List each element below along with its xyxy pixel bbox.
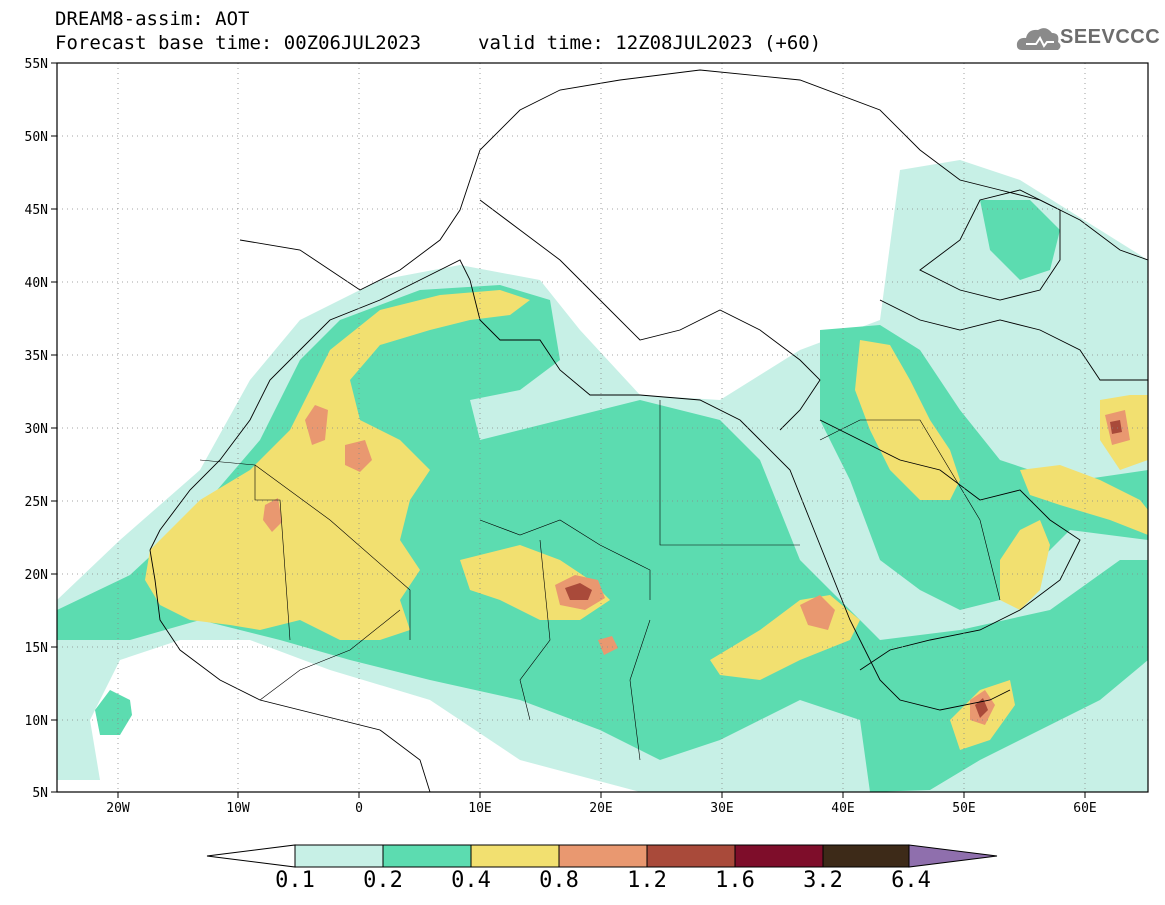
logo-text: SEEVCCC: [1060, 26, 1161, 48]
lat-label: 25N: [25, 495, 48, 510]
lon-label: 20E: [589, 801, 612, 816]
lon-label: 60E: [1073, 801, 1096, 816]
lat-label: 40N: [25, 276, 48, 291]
lat-label: 15N: [25, 641, 48, 656]
graticule: [57, 63, 1148, 792]
colorbar-segment: [470, 844, 560, 868]
lat-label: 20N: [25, 568, 48, 583]
cloud-logo-icon: [1016, 28, 1061, 50]
valid-time: valid time: 12Z08JUL2023 (+60): [478, 32, 822, 54]
country-borders: [199, 400, 1001, 761]
colorbar-label: 3.2: [803, 868, 843, 893]
lat-label: 55N: [25, 57, 48, 72]
lon-label: 0: [355, 801, 363, 816]
lat-label: 30N: [25, 422, 48, 437]
lon-label: 30E: [710, 801, 733, 816]
colorbar-label: 0.8: [539, 868, 579, 893]
colorbar-label: 0.1: [275, 868, 315, 893]
colorbar-segment: [646, 844, 736, 868]
axis-ticks: [51, 62, 1086, 798]
lat-label: 45N: [25, 203, 48, 218]
forecast-base-time: Forecast base time: 00Z06JUL2023: [55, 32, 422, 54]
colorbar-label: 0.4: [451, 868, 491, 893]
colorbar-low-arrow: [206, 844, 296, 868]
colorbar-segment: [294, 844, 384, 868]
colorbar-high-arrow: [908, 844, 998, 868]
lon-label: 10E: [468, 801, 491, 816]
colorbar-label: 6.4: [891, 868, 931, 893]
lon-label: 50E: [952, 801, 975, 816]
colorbar-label: 1.6: [715, 868, 755, 893]
lat-label: 10N: [25, 714, 48, 729]
map-title: DREAM8-assim: AOT: [55, 8, 250, 30]
lat-label: 5N: [32, 786, 48, 801]
colorbar-segment: [382, 844, 472, 868]
longitude-labels: 20W 10W 0 10E 20E 30E 40E 50E 60E: [106, 801, 1096, 816]
lon-label: 20W: [106, 801, 130, 816]
lat-label: 50N: [25, 130, 48, 145]
aot-fields: [57, 160, 1148, 792]
colorbar-segment: [734, 844, 824, 868]
colorbar-segment: [558, 844, 648, 868]
lat-label: 35N: [25, 349, 48, 364]
colorbar: [206, 844, 998, 868]
colorbar-label: 0.2: [363, 868, 403, 893]
colorbar-label: 1.2: [627, 868, 667, 893]
lon-label: 40E: [831, 801, 854, 816]
aot-level-1.2: [565, 420, 1122, 718]
latitude-labels: 55N 50N 45N 40N 35N 30N 25N 20N 15N 10N …: [25, 57, 48, 801]
colorbar-segment: [822, 844, 910, 868]
lon-label: 10W: [226, 801, 250, 816]
